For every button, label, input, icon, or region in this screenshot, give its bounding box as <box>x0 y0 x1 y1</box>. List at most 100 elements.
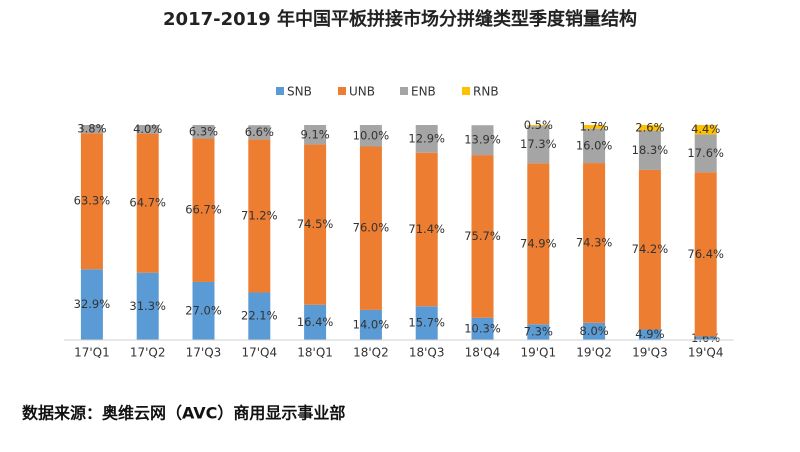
bar-segment <box>136 272 159 340</box>
value-label: 74.5% <box>297 217 334 231</box>
value-label: 4.4% <box>691 122 720 136</box>
value-label: 66.7% <box>185 203 222 217</box>
x-tick-label: 19'Q3 <box>632 346 668 360</box>
bar-segment <box>415 306 438 340</box>
bar-segment <box>248 125 271 140</box>
bar-segment <box>136 133 159 273</box>
value-label: 71.2% <box>241 208 278 222</box>
value-label: 2.6% <box>635 120 664 134</box>
x-tick-label: 19'Q1 <box>520 346 556 360</box>
legend-label: UNB <box>349 85 375 99</box>
bar-segment <box>304 304 327 340</box>
legend-label: RNB <box>473 85 499 99</box>
legend-swatch <box>276 87 284 95</box>
bar-segment <box>248 139 271 293</box>
value-label: 76.4% <box>687 247 724 261</box>
bar-segment <box>415 125 438 153</box>
source: 数据来源：奥维云网（AVC）商用显示事业部 <box>22 404 345 423</box>
bar-segment <box>583 125 606 129</box>
bar-segment <box>527 125 550 127</box>
bar-segment <box>638 329 661 340</box>
bar-segment <box>136 125 159 134</box>
bar-segment <box>304 125 327 145</box>
value-label: 27.0% <box>185 303 222 317</box>
bar-segment <box>192 138 215 282</box>
value-label: 4.0% <box>133 122 162 136</box>
bar-segment <box>694 125 717 135</box>
value-label: 16.0% <box>576 138 613 152</box>
value-label: 12.9% <box>408 131 445 145</box>
value-label: 18.3% <box>632 143 669 157</box>
x-tick-label: 17'Q4 <box>241 346 277 360</box>
bar-segment <box>471 317 494 340</box>
bar-segment <box>80 133 103 270</box>
x-tick-label: 17'Q3 <box>186 346 222 360</box>
bar-segment <box>583 163 606 323</box>
bar-segment <box>80 269 103 340</box>
value-label: 15.7% <box>408 316 445 330</box>
value-label: 74.3% <box>576 235 613 249</box>
value-label: 76.0% <box>353 221 390 235</box>
x-tick-label: 18'Q2 <box>353 346 389 360</box>
value-label: 64.7% <box>129 196 166 210</box>
value-label: 74.2% <box>632 242 669 256</box>
x-tick-label: 18'Q4 <box>465 346 501 360</box>
bar-segment <box>471 155 494 318</box>
value-label: 10.0% <box>353 128 390 142</box>
value-label: 8.0% <box>579 324 608 338</box>
value-label: 17.6% <box>687 146 724 160</box>
value-label: 16.4% <box>297 315 334 329</box>
x-tick-label: 18'Q3 <box>409 346 445 360</box>
legend-label: ENB <box>411 85 436 99</box>
bar-segment <box>192 125 215 139</box>
bar-segment <box>583 322 606 340</box>
value-label: 6.6% <box>245 125 274 139</box>
bar-segment <box>527 163 550 325</box>
bar-segment <box>248 292 271 340</box>
value-label: 1.7% <box>579 119 608 133</box>
x-tick-label: 19'Q2 <box>576 346 612 360</box>
value-label: 7.3% <box>524 325 553 339</box>
bar-segment <box>192 281 215 340</box>
value-label: 63.3% <box>74 194 111 208</box>
value-label: 71.4% <box>408 222 445 236</box>
value-label: 10.3% <box>464 321 501 335</box>
value-label: 74.9% <box>520 236 557 250</box>
bar-segment <box>694 336 717 340</box>
bar-segment <box>638 169 661 330</box>
value-label: 22.1% <box>241 309 278 323</box>
x-tick-label: 17'Q1 <box>74 346 110 360</box>
bar-segment <box>694 134 717 173</box>
x-tick-label: 17'Q2 <box>130 346 166 360</box>
value-label: 6.3% <box>189 124 218 138</box>
x-tick-label: 18'Q1 <box>297 346 333 360</box>
bar-segment <box>359 146 382 310</box>
bar-segment <box>638 130 661 170</box>
value-label: 32.9% <box>74 297 111 311</box>
bar-segment <box>583 128 606 164</box>
value-label: 31.3% <box>129 299 166 313</box>
bar-segment <box>415 152 438 307</box>
value-label: 3.8% <box>77 122 106 136</box>
chart-title: 2017-2019 年中国平板拼接市场分拼缝类型季度销量结构 <box>163 8 637 30</box>
bar-segment <box>359 125 382 147</box>
bar-segment <box>359 309 382 340</box>
bar-segment <box>471 125 494 156</box>
value-label: 4.9% <box>635 327 664 341</box>
value-label: 75.7% <box>464 229 501 243</box>
x-tick-label: 19'Q4 <box>688 346 724 360</box>
legend-label: SNB <box>287 85 312 99</box>
bar-segment <box>694 172 717 337</box>
value-label: 0.5% <box>524 118 553 132</box>
bar-segment <box>80 125 103 134</box>
legend-swatch <box>462 87 470 95</box>
bar-segment <box>638 125 661 131</box>
legend-swatch <box>338 87 346 95</box>
bar-segment <box>527 126 550 164</box>
value-label: 14.0% <box>353 317 390 331</box>
bar-segment <box>304 144 327 305</box>
value-label: 17.3% <box>520 137 557 151</box>
bar-segment <box>527 324 550 340</box>
